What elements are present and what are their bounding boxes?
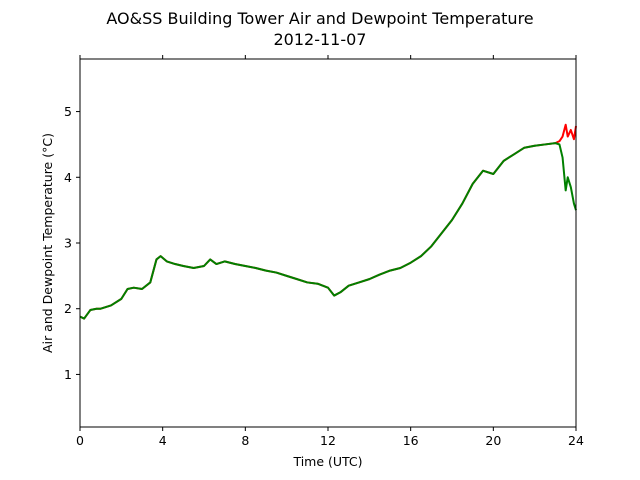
- x-tick-label-4: 16: [403, 433, 419, 448]
- x-axis-label: Time (UTC): [292, 454, 362, 469]
- plot-frame: [79, 58, 577, 428]
- x-tick-label-5: 20: [485, 433, 501, 448]
- y-tick-label-0: 1: [64, 367, 72, 382]
- chart-title: AO&SS Building Tower Air and Dewpoint Te…: [106, 9, 533, 28]
- x-tick-label-6: 24: [568, 433, 584, 448]
- y-tick-label-3: 4: [64, 170, 72, 185]
- x-tick-label-1: 4: [159, 433, 167, 448]
- series-line-0: [79, 123, 577, 320]
- x-tick-label-2: 8: [241, 433, 249, 448]
- y-tick-label-2: 3: [64, 236, 72, 251]
- y-tick-label-1: 2: [64, 301, 72, 316]
- x-tick-label-0: 0: [76, 433, 84, 448]
- series-layer: [79, 123, 577, 320]
- y-tick-label-4: 5: [64, 104, 72, 119]
- x-tick-label-3: 12: [320, 433, 336, 448]
- series-line-1: [79, 142, 577, 320]
- y-axis-label: Air and Dewpoint Temperature (°C): [40, 133, 55, 353]
- chart-subtitle: 2012-11-07: [274, 30, 367, 49]
